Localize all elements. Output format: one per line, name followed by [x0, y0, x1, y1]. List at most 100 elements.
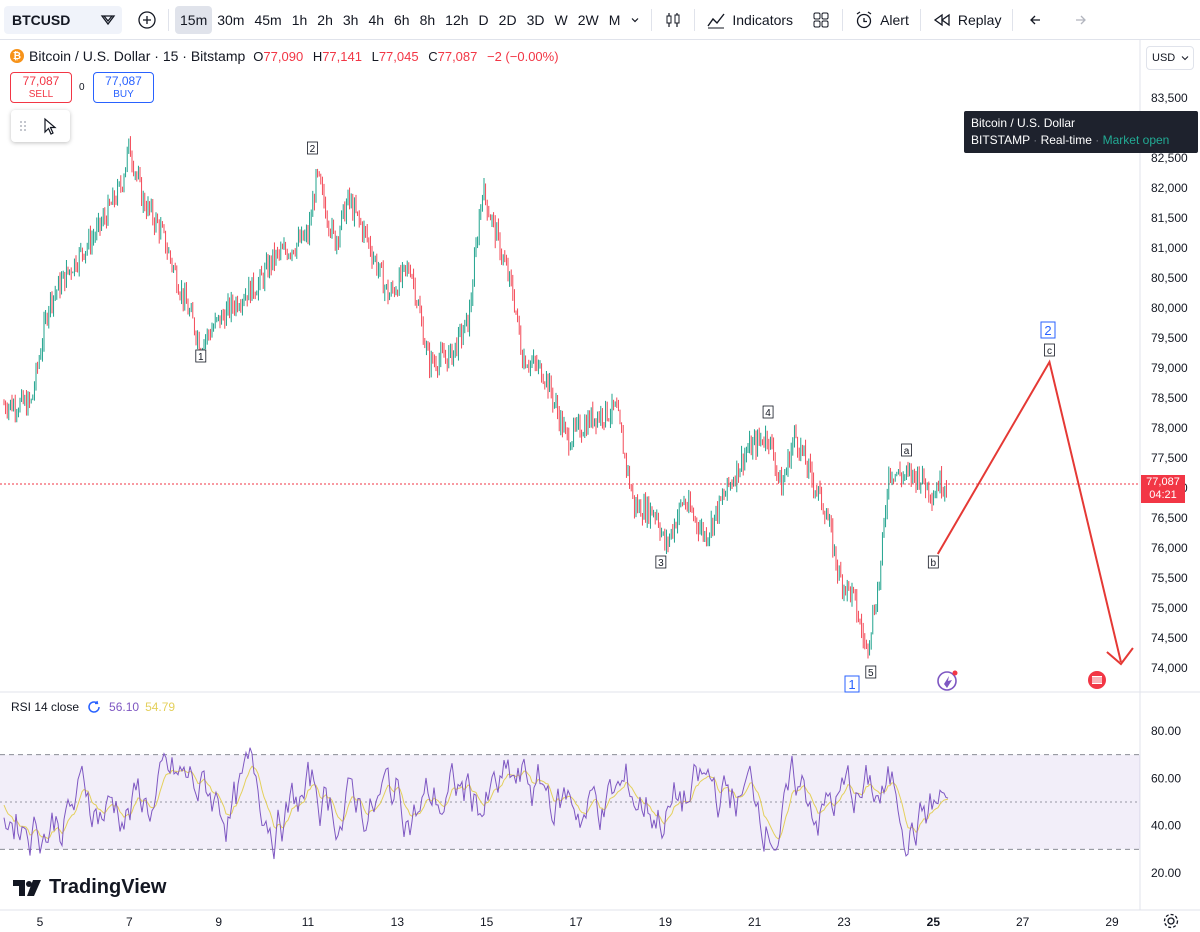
- time-tick-label: 7: [126, 915, 133, 929]
- redo-button[interactable]: [1063, 6, 1093, 34]
- price-series: [3, 136, 947, 659]
- rsi-tick-label: 80.00: [1151, 724, 1181, 738]
- price-scale[interactable]: 83,50083,00082,50082,00081,50081,00080,5…: [1151, 91, 1188, 675]
- wave-label-box[interactable]: [195, 349, 207, 363]
- alarm-clock-icon: [856, 10, 872, 28]
- rsi-title[interactable]: RSI 14 close: [11, 700, 80, 714]
- wave-label-box[interactable]: [762, 405, 774, 419]
- interval-m[interactable]: M: [608, 11, 621, 28]
- toolbar-divider: [919, 8, 921, 31]
- plus-circle-icon: [138, 10, 156, 29]
- wave-label-box[interactable]: [865, 665, 877, 679]
- tooltip-separator: ·: [1033, 133, 1041, 147]
- replay-button[interactable]: Replay: [927, 6, 1007, 34]
- time-tick-label: 25: [927, 915, 941, 929]
- symbol-label: BTCUSD: [12, 11, 71, 28]
- top-toolbar: BTCUSD 15m 30m 45m 1h 2h 3h 4h 6h 8h 12h D 2D 3D W 2W M…: [0, 0, 1200, 40]
- brand-name: TradingView: [49, 876, 167, 898]
- interval-4h[interactable]: 4h: [368, 11, 385, 28]
- toolbar-divider: [168, 8, 169, 31]
- drag-handle-icon[interactable]: [18, 119, 28, 133]
- ohlc-values: O77,090 H77,141 L77,045 C77,087 −2 (−0.0…: [253, 49, 564, 64]
- interval-2w[interactable]: 2W: [577, 11, 599, 28]
- tradingview-logo[interactable]: TradingView: [13, 876, 166, 899]
- buy-button[interactable]: 77,087 BUY: [93, 72, 154, 103]
- low-key: L: [371, 48, 379, 64]
- currency-selector[interactable]: USD: [1146, 46, 1194, 70]
- symbol-title[interactable]: Bitcoin / U.S. Dollar · 15 · Bitstamp: [29, 48, 246, 64]
- settings-gear-icon[interactable]: [1162, 912, 1180, 930]
- interval-1h[interactable]: 1h: [291, 11, 308, 28]
- wave-label-text: 5: [868, 668, 874, 679]
- tooltip-market-status: Market open: [1102, 133, 1170, 147]
- price-tick-label: 76,500: [1151, 511, 1188, 525]
- price-tick-label: 79,000: [1151, 361, 1188, 375]
- tooltip-title: Bitcoin / U.S. Dollar: [971, 116, 1076, 130]
- price-tick-label: 74,500: [1151, 631, 1188, 645]
- close-value: 77,087: [437, 48, 478, 64]
- time-tick-label: 13: [391, 915, 405, 929]
- candles-icon: [666, 12, 680, 27]
- interval-w[interactable]: W: [554, 11, 568, 28]
- time-axis[interactable]: 5 7 9 11 13 15 17 19 21 23 25 27 29: [37, 915, 1119, 929]
- interval-dropdown-button[interactable]: [625, 6, 645, 34]
- major-wave-text: 2: [1044, 323, 1051, 338]
- last-price-label: 77,087 04:21: [1141, 475, 1185, 503]
- interval-3h[interactable]: 3h: [342, 11, 359, 28]
- wave-label-box[interactable]: [1044, 343, 1055, 357]
- indicators-icon: [707, 13, 725, 28]
- symbol-search[interactable]: BTCUSD: [4, 5, 122, 34]
- wave-label-box[interactable]: [307, 141, 318, 155]
- high-value: 77,141: [322, 48, 362, 64]
- price-tick-label: 83,500: [1151, 91, 1188, 105]
- notification-dot-icon: [952, 670, 958, 676]
- indicators-button[interactable]: Indicators: [701, 6, 798, 34]
- flag-stripes: [1092, 677, 1102, 683]
- wave-label-text: 2: [310, 144, 316, 155]
- rsi-pane: 80.00 60.00 40.00 20.00: [0, 724, 1181, 880]
- low-value: 77,045: [378, 48, 419, 64]
- interval-30m[interactable]: 30m: [217, 11, 245, 28]
- undo-icon: [1030, 15, 1041, 24]
- tradingview-logo-icon: [13, 879, 41, 896]
- earnings-flash-icon[interactable]: [937, 671, 957, 691]
- wave-label-box[interactable]: [927, 555, 939, 569]
- interval-2h[interactable]: 2h: [317, 11, 333, 28]
- interval-45m[interactable]: 45m: [254, 11, 282, 28]
- open-key: O: [253, 48, 264, 64]
- add-symbol-button[interactable]: [132, 6, 162, 34]
- rsi-value: 56.10: [109, 700, 140, 714]
- close-key: C: [428, 48, 438, 64]
- chart-type-button[interactable]: [658, 6, 688, 34]
- major-wave-box[interactable]: [1040, 321, 1056, 339]
- wave-label-box[interactable]: [655, 555, 667, 569]
- interval-8h[interactable]: 8h: [419, 11, 436, 28]
- price-tick-label: 78,500: [1151, 391, 1188, 405]
- interval-12h[interactable]: 12h: [445, 11, 469, 28]
- cursor-arrow-icon[interactable]: [42, 117, 58, 135]
- undo-button[interactable]: [1023, 6, 1053, 34]
- major-wave-box[interactable]: [844, 675, 860, 693]
- rsi-ma-value: 54.79: [145, 700, 176, 714]
- loading-spinner-icon: [88, 700, 100, 713]
- interval-6h[interactable]: 6h: [394, 11, 410, 28]
- currency-label: USD: [1152, 52, 1176, 64]
- time-tick-label: 17: [569, 915, 583, 929]
- interval-15m[interactable]: 15m: [175, 5, 213, 34]
- price-tick-label: 80,500: [1151, 271, 1188, 285]
- alert-button[interactable]: Alert: [849, 6, 914, 34]
- wave-label-text: a: [904, 446, 910, 457]
- interval-2d[interactable]: 2D: [498, 11, 517, 28]
- wave-label-box[interactable]: [901, 443, 912, 457]
- layouts-button[interactable]: [806, 6, 836, 34]
- price-tick-label: 77,500: [1151, 451, 1188, 465]
- time-tick-label: 9: [215, 915, 222, 929]
- open-value: 77,090: [263, 48, 304, 64]
- interval-3d[interactable]: 3D: [526, 11, 545, 28]
- interval-d[interactable]: D: [478, 11, 489, 28]
- grid-layout-icon: [813, 12, 829, 27]
- compare-icon[interactable]: [100, 12, 116, 28]
- sell-button[interactable]: 77,087 SELL: [10, 72, 72, 103]
- rsi-ma-line: [3, 765, 949, 840]
